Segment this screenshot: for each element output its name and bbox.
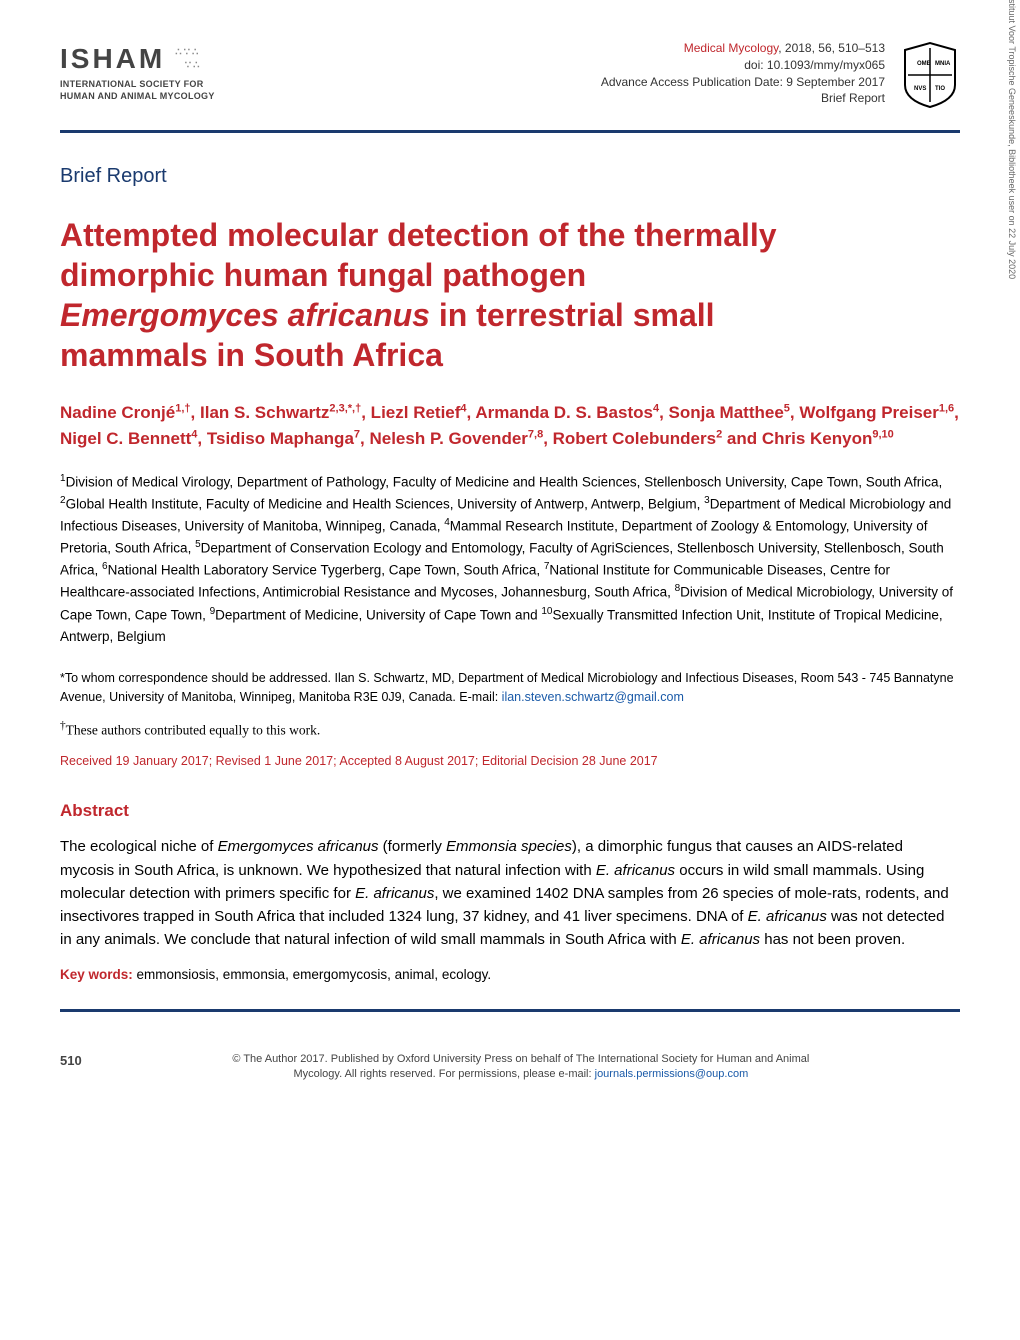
article-title: Attempted molecular detection of the the… <box>60 215 960 375</box>
logo-dots: ∴∵∴ ∵∴ <box>175 46 201 73</box>
isham-subtitle-2: HUMAN AND ANIMAL MYCOLOGY <box>60 90 215 102</box>
keywords-label: Key words: <box>60 967 133 982</box>
svg-text:OME: OME <box>917 61 931 67</box>
svg-text:NVS: NVS <box>914 86 926 92</box>
received-dates: Received 19 January 2017; Revised 1 June… <box>60 753 960 770</box>
affiliations: 1Division of Medical Virology, Departmen… <box>60 471 960 647</box>
advance-access: Advance Access Publication Date: 9 Septe… <box>601 75 885 89</box>
title-line-3-italic: Emergomyces africanus <box>60 297 430 333</box>
contributed-text: These authors contributed equally to thi… <box>66 722 321 737</box>
journal-name: Medical Mycology <box>684 41 778 55</box>
title-line-1: Attempted molecular detection of the the… <box>60 217 777 253</box>
authors-list: Nadine Cronjé1,†, Ilan S. Schwartz2,3,*,… <box>60 400 960 451</box>
citation-block: Medical Mycology, 2018, 56, 510–513 doi:… <box>601 40 885 107</box>
abstract-body: The ecological niche of Emergomyces afri… <box>60 835 960 951</box>
download-sidebar: Downloaded from https://academic.oup.com… <box>1006 0 1018 561</box>
svg-text:MNIA: MNIA <box>935 61 951 67</box>
contributed-equally: †These authors contributed equally to th… <box>60 719 960 740</box>
header-row: ISHAM ∴∵∴ ∵∴ INTERNATIONAL SOCIETY FOR HU… <box>60 40 960 110</box>
page-number: 510 <box>60 1052 82 1083</box>
copyright-line-2: Mycology. All rights reserved. For permi… <box>293 1068 594 1080</box>
copyright-block: © The Author 2017. Published by Oxford U… <box>82 1052 960 1083</box>
top-rule <box>60 130 960 133</box>
title-line-2: dimorphic human fungal pathogen <box>60 257 586 293</box>
footer: 510 © The Author 2017. Published by Oxfo… <box>60 1052 960 1083</box>
correspondence-block: *To whom correspondence should be addres… <box>60 669 960 707</box>
correspondence-email[interactable]: ilan.steven.schwartz@gmail.com <box>502 690 684 704</box>
title-line-3-rest: in terrestrial small <box>430 297 715 333</box>
abstract-heading: Abstract <box>60 800 960 823</box>
permissions-email[interactable]: journals.permissions@oup.com <box>595 1068 749 1080</box>
logo-name: ISHAM <box>60 43 165 74</box>
journal-year-vol: , 2018, 56, 510–513 <box>778 41 885 55</box>
copyright-line-1: © The Author 2017. Published by Oxford U… <box>232 1053 809 1065</box>
title-line-4: mammals in South Africa <box>60 337 443 373</box>
bottom-rule <box>60 1009 960 1012</box>
svg-text:TIO: TIO <box>935 86 945 92</box>
isham-logo-block: ISHAM ∴∵∴ ∵∴ INTERNATIONAL SOCIETY FOR HU… <box>60 40 215 102</box>
keywords-text: emmonsiosis, emmonsia, emergomycosis, an… <box>133 967 491 982</box>
isham-logo-text: ISHAM ∴∵∴ ∵∴ <box>60 40 202 78</box>
keywords: Key words: emmonsiosis, emmonsia, emergo… <box>60 966 960 984</box>
isham-subtitle-1: INTERNATIONAL SOCIETY FOR <box>60 78 204 90</box>
article-type: Brief Report <box>821 91 885 105</box>
section-label: Brief Report <box>60 163 960 190</box>
doi: doi: 10.1093/mmy/myx065 <box>744 58 885 72</box>
shield-icon: OME MNIA NVS TIO <box>900 40 960 110</box>
